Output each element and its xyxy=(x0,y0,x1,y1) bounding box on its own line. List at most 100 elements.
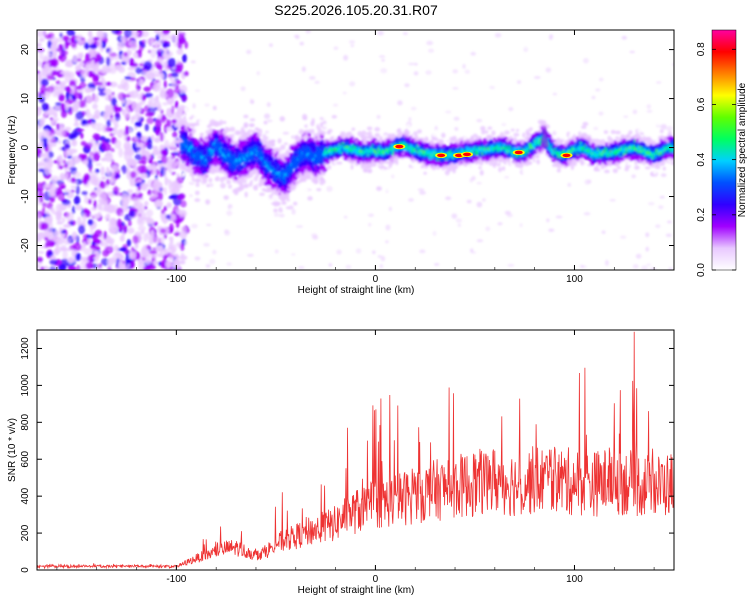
noise-blob xyxy=(257,34,262,37)
noise-blob xyxy=(632,109,638,115)
ridge-blob xyxy=(247,129,253,133)
noise-blob xyxy=(92,37,100,41)
noise-blob xyxy=(620,235,627,239)
noise-blob xyxy=(631,174,636,179)
noise-blob xyxy=(59,227,63,233)
noise-blob xyxy=(73,195,81,205)
noise-blob xyxy=(165,260,172,269)
noise-blob xyxy=(114,251,121,257)
ridge-blob xyxy=(202,119,207,126)
noise-blob xyxy=(419,249,426,254)
noise-blob xyxy=(349,193,355,197)
ridge-blob xyxy=(255,117,262,123)
noise-blob xyxy=(266,102,271,107)
noise-blob xyxy=(178,32,187,37)
ridge-blob xyxy=(322,123,329,128)
noise-blob xyxy=(57,55,64,60)
noise-blob xyxy=(154,41,159,48)
noise-blob xyxy=(611,61,617,66)
noise-blob xyxy=(659,195,665,199)
noise-blob xyxy=(226,262,232,266)
noise-blob xyxy=(89,43,98,49)
noise-blob xyxy=(82,213,87,223)
noise-blob xyxy=(194,215,201,221)
noise-blob xyxy=(135,251,141,260)
noise-blob xyxy=(641,118,647,122)
noise-blob xyxy=(131,197,141,203)
noise-blob xyxy=(37,232,46,239)
noise-blob xyxy=(169,223,174,234)
noise-blob xyxy=(190,60,196,64)
noise-blob xyxy=(56,123,60,131)
noise-blob xyxy=(65,150,69,156)
ridge-blob xyxy=(404,131,411,135)
ridge-blob xyxy=(212,105,217,111)
noise-blob xyxy=(660,124,668,130)
noise-blob xyxy=(174,68,183,73)
noise-blob xyxy=(100,258,110,266)
noise-blob xyxy=(247,253,254,257)
noise-blob xyxy=(241,50,247,55)
noise-blob xyxy=(99,200,109,206)
noise-blob xyxy=(62,159,66,164)
noise-blob xyxy=(635,253,642,259)
ridge-blob xyxy=(376,186,382,191)
noise-blob xyxy=(452,87,459,90)
noise-blob xyxy=(99,70,108,74)
noise-blob xyxy=(649,267,657,270)
noise-blob xyxy=(84,142,93,149)
noise-blob xyxy=(142,252,149,257)
noise-blob xyxy=(97,211,102,218)
noise-blob xyxy=(137,192,143,199)
ridge-blob xyxy=(227,184,233,189)
noise-blob xyxy=(656,84,661,90)
noise-blob xyxy=(445,196,452,201)
noise-blob xyxy=(471,68,477,71)
noise-blob xyxy=(303,99,311,104)
noise-blob xyxy=(358,175,363,179)
noise-blob xyxy=(633,40,639,46)
noise-blob xyxy=(173,232,181,237)
noise-blob xyxy=(41,102,49,112)
noise-blob xyxy=(374,179,379,185)
noise-blob xyxy=(562,253,568,258)
noise-blob xyxy=(400,172,408,177)
noise-blob xyxy=(419,190,426,195)
noise-blob xyxy=(50,175,60,182)
noise-blob xyxy=(117,84,126,90)
noise-blob xyxy=(180,243,185,252)
noise-blob xyxy=(465,207,473,212)
noise-blob xyxy=(583,58,589,64)
noise-blob xyxy=(175,64,182,69)
ridge-blob xyxy=(195,126,201,131)
noise-blob xyxy=(101,176,107,181)
noise-blob xyxy=(666,113,671,120)
noise-blob xyxy=(82,175,89,185)
noise-blob xyxy=(194,251,202,255)
noise-blob xyxy=(432,194,436,199)
noise-blob xyxy=(417,188,425,192)
noise-blob xyxy=(129,57,135,67)
noise-blob xyxy=(100,166,105,176)
noise-blob xyxy=(428,83,434,89)
noise-blob xyxy=(129,209,136,218)
noise-blob xyxy=(478,255,485,259)
noise-blob xyxy=(633,251,641,254)
noise-blob xyxy=(328,54,333,61)
noise-blob xyxy=(460,212,464,216)
noise-blob xyxy=(515,221,522,226)
noise-blob xyxy=(58,165,64,170)
noise-blob xyxy=(240,86,246,92)
noise-blob xyxy=(142,39,146,45)
noise-blob xyxy=(37,146,42,156)
noise-blob xyxy=(111,30,120,35)
noise-blob xyxy=(185,33,189,39)
noise-blob xyxy=(508,122,513,128)
noise-blob xyxy=(171,105,175,115)
noise-blob xyxy=(90,59,95,70)
noise-blob xyxy=(376,114,381,119)
noise-blob xyxy=(37,263,41,269)
noise-blob xyxy=(604,259,609,266)
noise-blob xyxy=(58,93,65,102)
noise-blob xyxy=(623,92,629,95)
